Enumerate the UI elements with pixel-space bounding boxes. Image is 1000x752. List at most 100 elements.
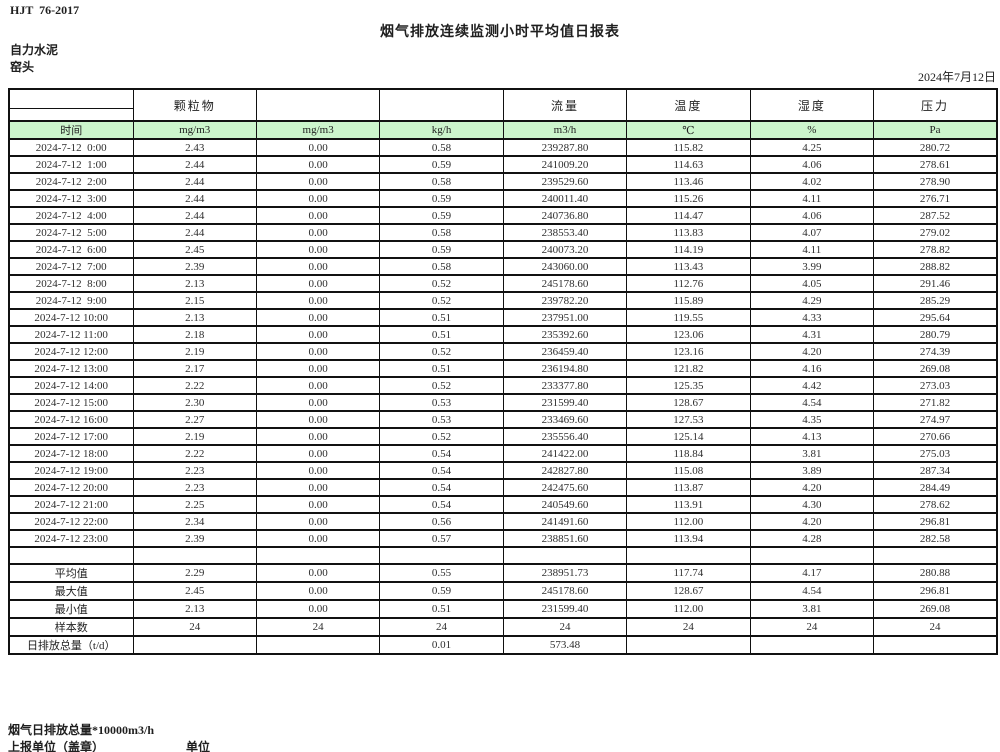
- row-label-cell: 2024-7-12 22:00: [8, 512, 134, 531]
- footer-signature-line: 上报单位（盖章） 单位: [8, 738, 210, 752]
- value-cell: 287.34: [873, 461, 998, 480]
- value-cell: 241422.00: [502, 444, 628, 463]
- value-cell: 275.03: [873, 444, 998, 463]
- value-cell: 296.81: [873, 581, 998, 601]
- value-cell: 3.81: [749, 599, 875, 619]
- value-cell: 239287.80: [502, 138, 628, 157]
- value-cell: 125.14: [626, 427, 751, 446]
- value-cell: [502, 546, 628, 565]
- value-cell: 280.88: [873, 563, 998, 583]
- value-cell: [255, 635, 381, 655]
- value-cell: 282.58: [873, 529, 998, 548]
- value-cell: [132, 635, 257, 655]
- value-cell: 0.00: [255, 444, 381, 463]
- value-cell: 4.29: [749, 291, 875, 310]
- unit-header-row: 时间 mg/m3 mg/m3 kg/h m3/h ℃ % Pa: [8, 120, 998, 140]
- value-cell: 240073.20: [502, 240, 628, 259]
- value-cell: [873, 546, 998, 565]
- value-cell: 296.81: [873, 512, 998, 531]
- value-cell: 4.06: [749, 206, 875, 225]
- row-label-cell: 样本数: [8, 617, 134, 637]
- summary-row: 最大值 2.45 0.00 0.59 245178.60 128.67 4.54 296.81: [8, 581, 998, 601]
- value-cell: 4.13: [749, 427, 875, 446]
- value-cell: 2.44: [132, 206, 257, 225]
- value-cell: 233377.80: [502, 376, 628, 395]
- value-cell: 2.39: [132, 257, 257, 276]
- value-cell: 240736.80: [502, 206, 628, 225]
- value-cell: 291.46: [873, 274, 998, 293]
- value-cell: 115.26: [626, 189, 751, 208]
- value-cell: 113.83: [626, 223, 751, 242]
- value-cell: 4.20: [749, 512, 875, 531]
- row-label-cell: 2024-7-12 9:00: [8, 291, 134, 310]
- hourly-data-row: 2024-7-12 13:00 2.17 0.00 0.51 236194.80 121.…: [8, 359, 998, 378]
- row-label-cell: 2024-7-12 4:00: [8, 206, 134, 225]
- value-cell: 2.45: [132, 240, 257, 259]
- value-cell: 2.45: [132, 581, 257, 601]
- hourly-data-row: 2024-7-12 9:00 2.15 0.00 0.52 239782.20 115.8…: [8, 291, 998, 310]
- value-cell: 0.00: [255, 529, 381, 548]
- value-cell: 112.76: [626, 274, 751, 293]
- row-label-cell: 2024-7-12 5:00: [8, 223, 134, 242]
- value-cell: 0.00: [255, 599, 381, 619]
- value-cell: 0.00: [255, 308, 381, 327]
- value-cell: 0.00: [255, 325, 381, 344]
- unit-percent: %: [749, 120, 875, 140]
- value-cell: 2.15: [132, 291, 257, 310]
- value-cell: 0.59: [379, 240, 504, 259]
- value-cell: 0.00: [255, 172, 381, 191]
- value-cell: 245178.60: [502, 274, 628, 293]
- value-cell: 24: [749, 617, 875, 637]
- value-cell: 2.18: [132, 325, 257, 344]
- hourly-data-row: 2024-7-12 20:00 2.23 0.00 0.54 242475.60 113.…: [8, 478, 998, 497]
- value-cell: 0.59: [379, 206, 504, 225]
- value-cell: 119.55: [626, 308, 751, 327]
- value-cell: 295.64: [873, 308, 998, 327]
- row-label-cell: 2024-7-12 1:00: [8, 155, 134, 174]
- row-label-cell: 2024-7-12 15:00: [8, 393, 134, 412]
- value-cell: 0.58: [379, 257, 504, 276]
- hourly-data-row: 2024-7-12 23:00 2.39 0.00 0.57 238851.60 113.…: [8, 529, 998, 548]
- value-cell: 0.57: [379, 529, 504, 548]
- value-cell: 280.79: [873, 325, 998, 344]
- page-title: 烟气排放连续监测小时平均值日报表: [380, 25, 620, 40]
- header-blank-1: [255, 88, 381, 122]
- value-cell: 236194.80: [502, 359, 628, 378]
- monitoring-data-table: 颗粒物 流量 温度 湿度 压力 时间 mg/m3 mg/m3 kg/h m3/h…: [8, 88, 998, 655]
- value-cell: [749, 546, 875, 565]
- doc-standard-code: HJT 76-2017: [10, 3, 80, 17]
- value-cell: 0.00: [255, 223, 381, 242]
- value-cell: 0.54: [379, 461, 504, 480]
- row-label-cell: 2024-7-12 0:00: [8, 138, 134, 157]
- value-cell: 0.00: [255, 512, 381, 531]
- value-cell: 269.08: [873, 599, 998, 619]
- value-cell: 0.00: [255, 461, 381, 480]
- value-cell: 2.44: [132, 172, 257, 191]
- value-cell: 127.53: [626, 410, 751, 429]
- hourly-data-row: 2024-7-12 19:00 2.23 0.00 0.54 242827.80 115.…: [8, 461, 998, 480]
- value-cell: 231599.40: [502, 393, 628, 412]
- value-cell: 0.00: [255, 138, 381, 157]
- row-label-cell: 2024-7-12 18:00: [8, 444, 134, 463]
- value-cell: 238553.40: [502, 223, 628, 242]
- table-body: 2024-7-12 0:00 2.43 0.00 0.58 239287.80 115.8…: [8, 138, 998, 655]
- hourly-data-row: 2024-7-12 15:00 2.30 0.00 0.53 231599.40 128.…: [8, 393, 998, 412]
- row-label-cell: 2024-7-12 14:00: [8, 376, 134, 395]
- hourly-data-row: 2024-7-12 17:00 2.19 0.00 0.52 235556.40 125.…: [8, 427, 998, 446]
- value-cell: 3.89: [749, 461, 875, 480]
- unit-time: 时间: [8, 120, 134, 140]
- header-pressure: 压力: [873, 88, 998, 122]
- value-cell: [749, 635, 875, 655]
- unit-celsius: ℃: [626, 120, 751, 140]
- value-cell: 2.23: [132, 478, 257, 497]
- value-cell: 113.87: [626, 478, 751, 497]
- value-cell: 2.29: [132, 563, 257, 583]
- value-cell: 0.00: [255, 393, 381, 412]
- value-cell: 235556.40: [502, 427, 628, 446]
- value-cell: 2.44: [132, 223, 257, 242]
- value-cell: 3.81: [749, 444, 875, 463]
- value-cell: 4.35: [749, 410, 875, 429]
- header-temperature: 温度: [626, 88, 751, 122]
- value-cell: 0.52: [379, 376, 504, 395]
- unit-mgm3-b: mg/m3: [255, 120, 381, 140]
